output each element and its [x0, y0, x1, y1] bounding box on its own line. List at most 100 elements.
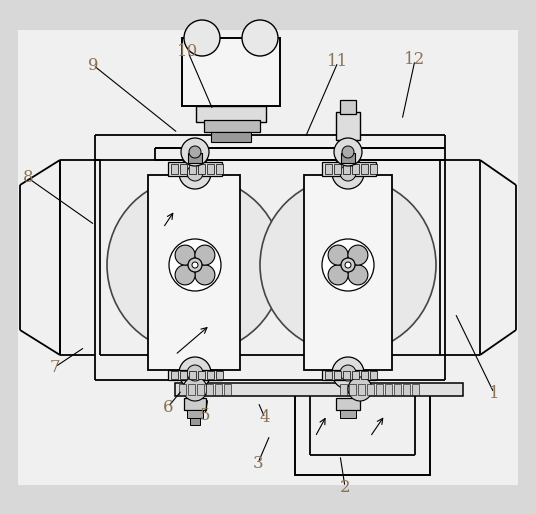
Text: 11: 11: [327, 53, 348, 70]
Bar: [180, 164, 187, 174]
Circle shape: [342, 146, 354, 158]
Circle shape: [328, 245, 348, 265]
Text: 2: 2: [340, 479, 351, 495]
Bar: [367, 384, 374, 395]
Circle shape: [340, 365, 356, 381]
Bar: [340, 100, 356, 114]
Bar: [370, 371, 377, 379]
Bar: [207, 371, 214, 379]
Circle shape: [107, 177, 283, 353]
Circle shape: [175, 245, 195, 265]
Text: 4: 4: [259, 410, 270, 427]
Circle shape: [345, 262, 351, 268]
Bar: [206, 384, 213, 395]
Circle shape: [348, 377, 372, 401]
Text: 6: 6: [163, 398, 173, 415]
Bar: [295, 395, 430, 475]
Text: 7: 7: [50, 358, 61, 376]
Circle shape: [195, 245, 215, 265]
Circle shape: [169, 239, 221, 291]
Circle shape: [179, 157, 211, 189]
Bar: [412, 384, 419, 395]
Circle shape: [348, 245, 368, 265]
Bar: [204, 120, 260, 132]
Bar: [322, 370, 376, 380]
Bar: [187, 410, 203, 418]
Circle shape: [187, 365, 203, 381]
Bar: [18, 30, 518, 485]
Bar: [361, 371, 368, 379]
Bar: [334, 164, 341, 174]
Circle shape: [192, 262, 198, 268]
Bar: [182, 38, 280, 106]
Circle shape: [322, 239, 374, 291]
Bar: [341, 153, 355, 163]
Bar: [171, 371, 178, 379]
Bar: [215, 384, 222, 395]
Bar: [188, 384, 195, 395]
Circle shape: [328, 265, 348, 285]
Bar: [188, 153, 202, 163]
Bar: [376, 384, 383, 395]
Text: 10: 10: [177, 44, 199, 61]
Bar: [189, 164, 196, 174]
Bar: [349, 384, 356, 395]
Text: 8: 8: [23, 170, 33, 187]
Bar: [336, 398, 360, 410]
Circle shape: [332, 157, 364, 189]
Bar: [352, 371, 359, 379]
Circle shape: [242, 20, 278, 56]
Bar: [340, 384, 347, 395]
Bar: [403, 384, 410, 395]
Circle shape: [183, 377, 207, 401]
Bar: [322, 162, 376, 176]
Text: 12: 12: [404, 51, 426, 68]
Bar: [340, 410, 356, 418]
Bar: [304, 175, 392, 370]
Text: 9: 9: [88, 57, 98, 74]
Circle shape: [340, 165, 356, 181]
Bar: [334, 371, 341, 379]
Circle shape: [188, 258, 202, 272]
Bar: [343, 164, 350, 174]
Bar: [196, 106, 266, 122]
Bar: [358, 384, 365, 395]
Bar: [216, 164, 223, 174]
Bar: [179, 384, 186, 395]
Bar: [197, 384, 204, 395]
Bar: [168, 370, 222, 380]
Circle shape: [341, 258, 355, 272]
Bar: [189, 371, 196, 379]
Bar: [325, 164, 332, 174]
Text: 3: 3: [252, 454, 263, 471]
Bar: [198, 164, 205, 174]
Circle shape: [334, 138, 362, 166]
Bar: [325, 371, 332, 379]
Circle shape: [260, 177, 436, 353]
Bar: [148, 175, 240, 370]
Circle shape: [175, 265, 195, 285]
Bar: [168, 162, 222, 176]
Text: 5: 5: [200, 407, 210, 424]
Bar: [180, 371, 187, 379]
Bar: [216, 371, 223, 379]
Bar: [343, 371, 350, 379]
Bar: [175, 383, 463, 396]
Bar: [361, 164, 368, 174]
Circle shape: [332, 357, 364, 389]
Bar: [184, 398, 206, 410]
Bar: [336, 112, 360, 140]
Bar: [224, 384, 231, 395]
Circle shape: [187, 165, 203, 181]
Circle shape: [195, 265, 215, 285]
Bar: [385, 384, 392, 395]
Circle shape: [189, 146, 201, 158]
Text: 1: 1: [489, 384, 500, 401]
Circle shape: [348, 265, 368, 285]
Bar: [394, 384, 401, 395]
Circle shape: [184, 20, 220, 56]
Bar: [190, 418, 200, 425]
Circle shape: [181, 138, 209, 166]
Bar: [171, 164, 178, 174]
Bar: [198, 371, 205, 379]
